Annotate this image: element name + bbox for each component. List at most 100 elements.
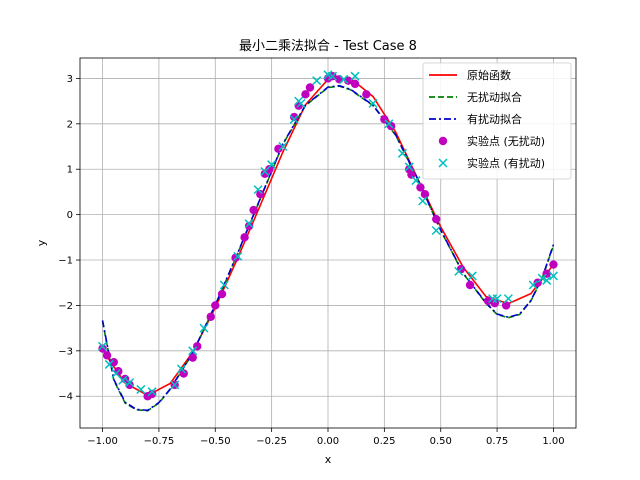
series-4-point: [219, 280, 229, 290]
series-3-point: [98, 344, 107, 353]
x-marker-stroke: [233, 251, 243, 261]
legend-item: 有扰动拟合: [429, 112, 522, 126]
series-3-point: [350, 79, 360, 89]
series-4-point: [233, 251, 243, 261]
x-marker-stroke: [312, 76, 322, 86]
x-marker-stroke: [253, 185, 263, 195]
y-tick-label: −1: [58, 256, 73, 267]
series-4-point: [528, 280, 538, 290]
series-4-point: [98, 341, 108, 351]
series-4-point: [384, 119, 394, 129]
series-4-point: [125, 378, 135, 388]
x-marker-stroke: [492, 294, 502, 304]
x-marker-stroke: [404, 162, 414, 172]
series-4-point: [404, 162, 414, 172]
series-3-point: [109, 357, 119, 367]
legend-label: 无扰动拟合: [467, 90, 522, 104]
y-tick-label: 0: [67, 210, 73, 221]
x-tick-label: 0.25: [373, 436, 395, 447]
x-tick-label: 0.75: [486, 436, 508, 447]
series-4-point: [111, 368, 121, 379]
x-marker-stroke: [244, 219, 254, 229]
series-3-point: [465, 280, 475, 290]
x-tick-label: 0.50: [430, 436, 452, 447]
x-marker-stroke: [199, 323, 209, 333]
series-4-point: [244, 219, 254, 229]
series-4-point: [492, 294, 502, 304]
series-4-point: [147, 387, 157, 397]
axis-ticks: −1.00 −0.75 −0.50 −0.25 0.00 0.25 0.50 0.75 1.00…: [58, 74, 564, 447]
x-axis-label: x: [325, 453, 332, 466]
x-marker-stroke: [267, 160, 277, 170]
series-3-point: [549, 260, 558, 269]
series-3-point: [240, 233, 249, 242]
x-marker-stroke: [118, 375, 128, 385]
x-marker-stroke: [289, 114, 299, 124]
series-3-point: [274, 144, 283, 153]
x-marker-stroke: [350, 71, 360, 81]
x-marker-stroke: [548, 271, 558, 281]
series-4-point: [327, 71, 338, 81]
series-3-point: [289, 112, 299, 122]
series-4-point: [260, 166, 270, 177]
legend-swatch: [438, 136, 448, 146]
series-4-point: [467, 271, 477, 281]
series-3-point: [420, 189, 430, 199]
series-4-point: [350, 71, 360, 81]
x-marker-stroke: [323, 70, 333, 80]
x-marker-stroke: [104, 359, 114, 369]
x-marker-stroke: [219, 280, 229, 290]
series-4-point: [289, 114, 299, 124]
x-marker-stroke: [384, 119, 394, 129]
x-marker-stroke: [260, 166, 270, 177]
series-3-point: [125, 380, 134, 390]
series-4-point: [431, 225, 441, 236]
series-4-point: [368, 98, 378, 108]
x-marker-stroke: [454, 266, 464, 276]
series-3-point: [206, 312, 215, 321]
series-3-point: [265, 165, 274, 174]
series-3-points: [98, 71, 558, 401]
series-3-point: [416, 183, 425, 192]
legend-label: 实验点 (无扰动): [467, 134, 545, 148]
series-3-point: [407, 170, 416, 179]
x-tick-label: −0.50: [200, 436, 231, 447]
series-4-point: [104, 359, 114, 369]
series-3-point: [301, 90, 310, 99]
x-tick-label: −0.75: [144, 436, 175, 447]
series-3-point: [188, 353, 197, 362]
x-marker-stroke: [537, 273, 547, 283]
series-3-point: [432, 214, 441, 224]
series-4-point: [136, 384, 146, 394]
y-tick-label: 3: [67, 74, 73, 85]
x-marker-stroke: [188, 346, 198, 356]
x-marker-stroke: [111, 368, 121, 379]
series-4-point: [454, 266, 464, 276]
series-3-point: [483, 296, 493, 306]
x-marker-stroke: [528, 280, 538, 290]
legend-label: 原始函数: [467, 68, 511, 82]
x-marker-stroke: [278, 141, 288, 152]
series-3-point: [102, 351, 112, 360]
legend-swatch: [438, 158, 448, 168]
x-marker-stroke: [467, 271, 477, 281]
legend-item: 无扰动拟合: [429, 90, 522, 104]
series-4-point: [199, 323, 209, 333]
series-3-point: [249, 205, 258, 215]
x-tick-label: 0.00: [317, 436, 339, 447]
x-marker-stroke: [170, 380, 180, 390]
x-marker-stroke: [368, 98, 378, 108]
x-marker-stroke: [339, 74, 349, 84]
x-marker-stroke: [147, 387, 157, 397]
series-3-point: [179, 369, 188, 378]
series-3-point: [217, 289, 227, 299]
x-marker-stroke: [411, 176, 421, 186]
x-tick-label: −0.25: [256, 436, 287, 447]
series-3-point: [490, 298, 500, 308]
x-marker-stroke: [136, 384, 146, 394]
x-marker-stroke: [542, 275, 552, 285]
series-4-point: [267, 160, 277, 170]
legend-frame: [422, 62, 572, 180]
